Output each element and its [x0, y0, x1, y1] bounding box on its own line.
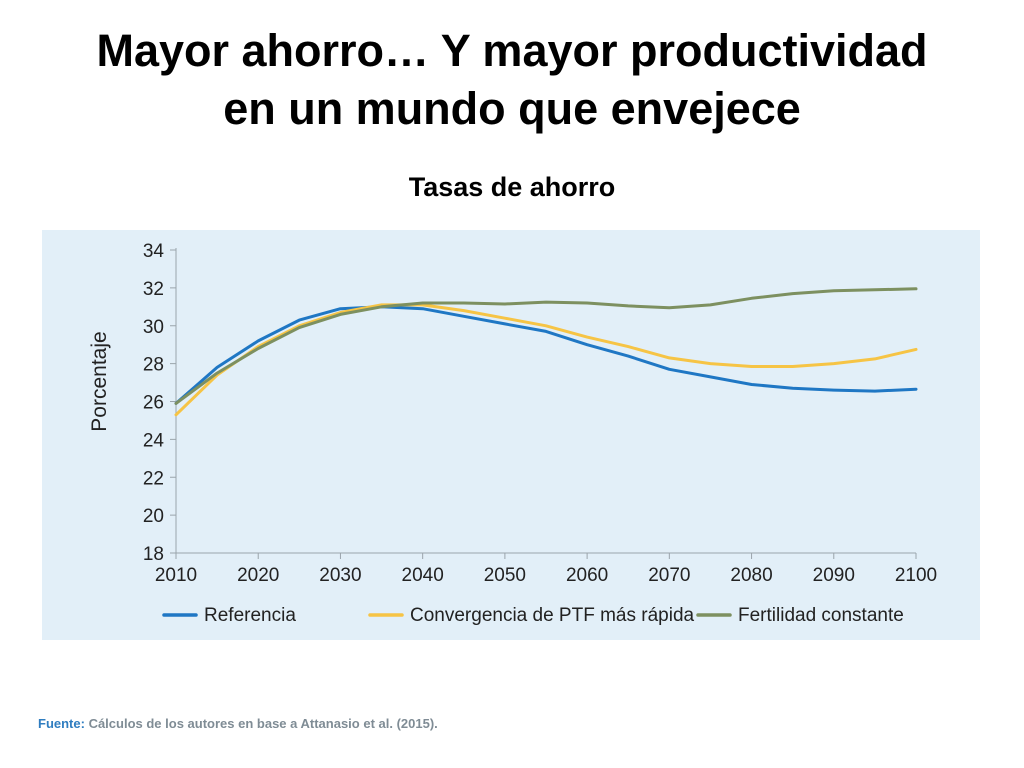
y-tick-label: 26 [143, 393, 164, 414]
slide-title-line-1: Mayor ahorro… Y mayor productividad [96, 25, 928, 76]
source-text: Cálculos de los autores en base a Attana… [84, 716, 438, 731]
slide-title: Mayor ahorro… Y mayor productividad en u… [0, 22, 1024, 138]
y-tick-label: 18 [143, 544, 164, 565]
x-tick-label: 2080 [730, 565, 772, 586]
chart-title: Tasas de ahorro [408, 172, 616, 202]
series-line-1 [174, 305, 918, 405]
y-tick-label: 28 [143, 355, 164, 376]
x-tick-label: 2090 [813, 565, 855, 586]
x-tick-label: 2020 [237, 565, 279, 586]
x-tick-label: 2030 [319, 565, 361, 586]
y-tick-label: 32 [143, 279, 164, 300]
y-tick-label: 24 [143, 430, 165, 451]
legend: Referencia Convergencia de PTF más rápida… [162, 605, 904, 626]
y-axis-title: Porcentaje [88, 331, 111, 431]
x-tick-label: 2060 [566, 565, 608, 586]
y-tick-label: 22 [143, 468, 164, 489]
legend-label-3: Fertilidad constante [738, 605, 904, 626]
y-tick-label: 20 [143, 506, 164, 527]
axes: 18 20 22 24 26 28 30 32 34 2010 2020 2030 2040 2050 20… [143, 241, 937, 586]
x-tick-label: 2100 [895, 565, 937, 586]
line-chart: 18 20 22 24 26 28 30 32 34 2010 2020 2030 2040 2050 20… [88, 241, 937, 626]
slide-title-line-2: en un mundo que envejece [223, 83, 801, 134]
y-tick-label: 30 [143, 317, 164, 338]
source-note: Fuente: Cálculos de los autores en base … [38, 716, 438, 731]
series-lines [174, 287, 918, 417]
x-tick-label: 2010 [155, 565, 197, 586]
y-tick-label: 34 [143, 241, 165, 262]
legend-label-2: Convergencia de PTF más rápida [410, 605, 695, 626]
series-line-2 [174, 303, 918, 417]
series-line-3 [174, 287, 918, 405]
chart-panel: 18 20 22 24 26 28 30 32 34 2010 2020 2030 2040 2050 20… [42, 230, 980, 640]
x-tick-label: 2040 [402, 565, 444, 586]
x-tick-label: 2070 [648, 565, 690, 586]
source-label: Fuente: [38, 716, 85, 731]
x-tick-label: 2050 [484, 565, 526, 586]
legend-label-1: Referencia [204, 605, 296, 626]
